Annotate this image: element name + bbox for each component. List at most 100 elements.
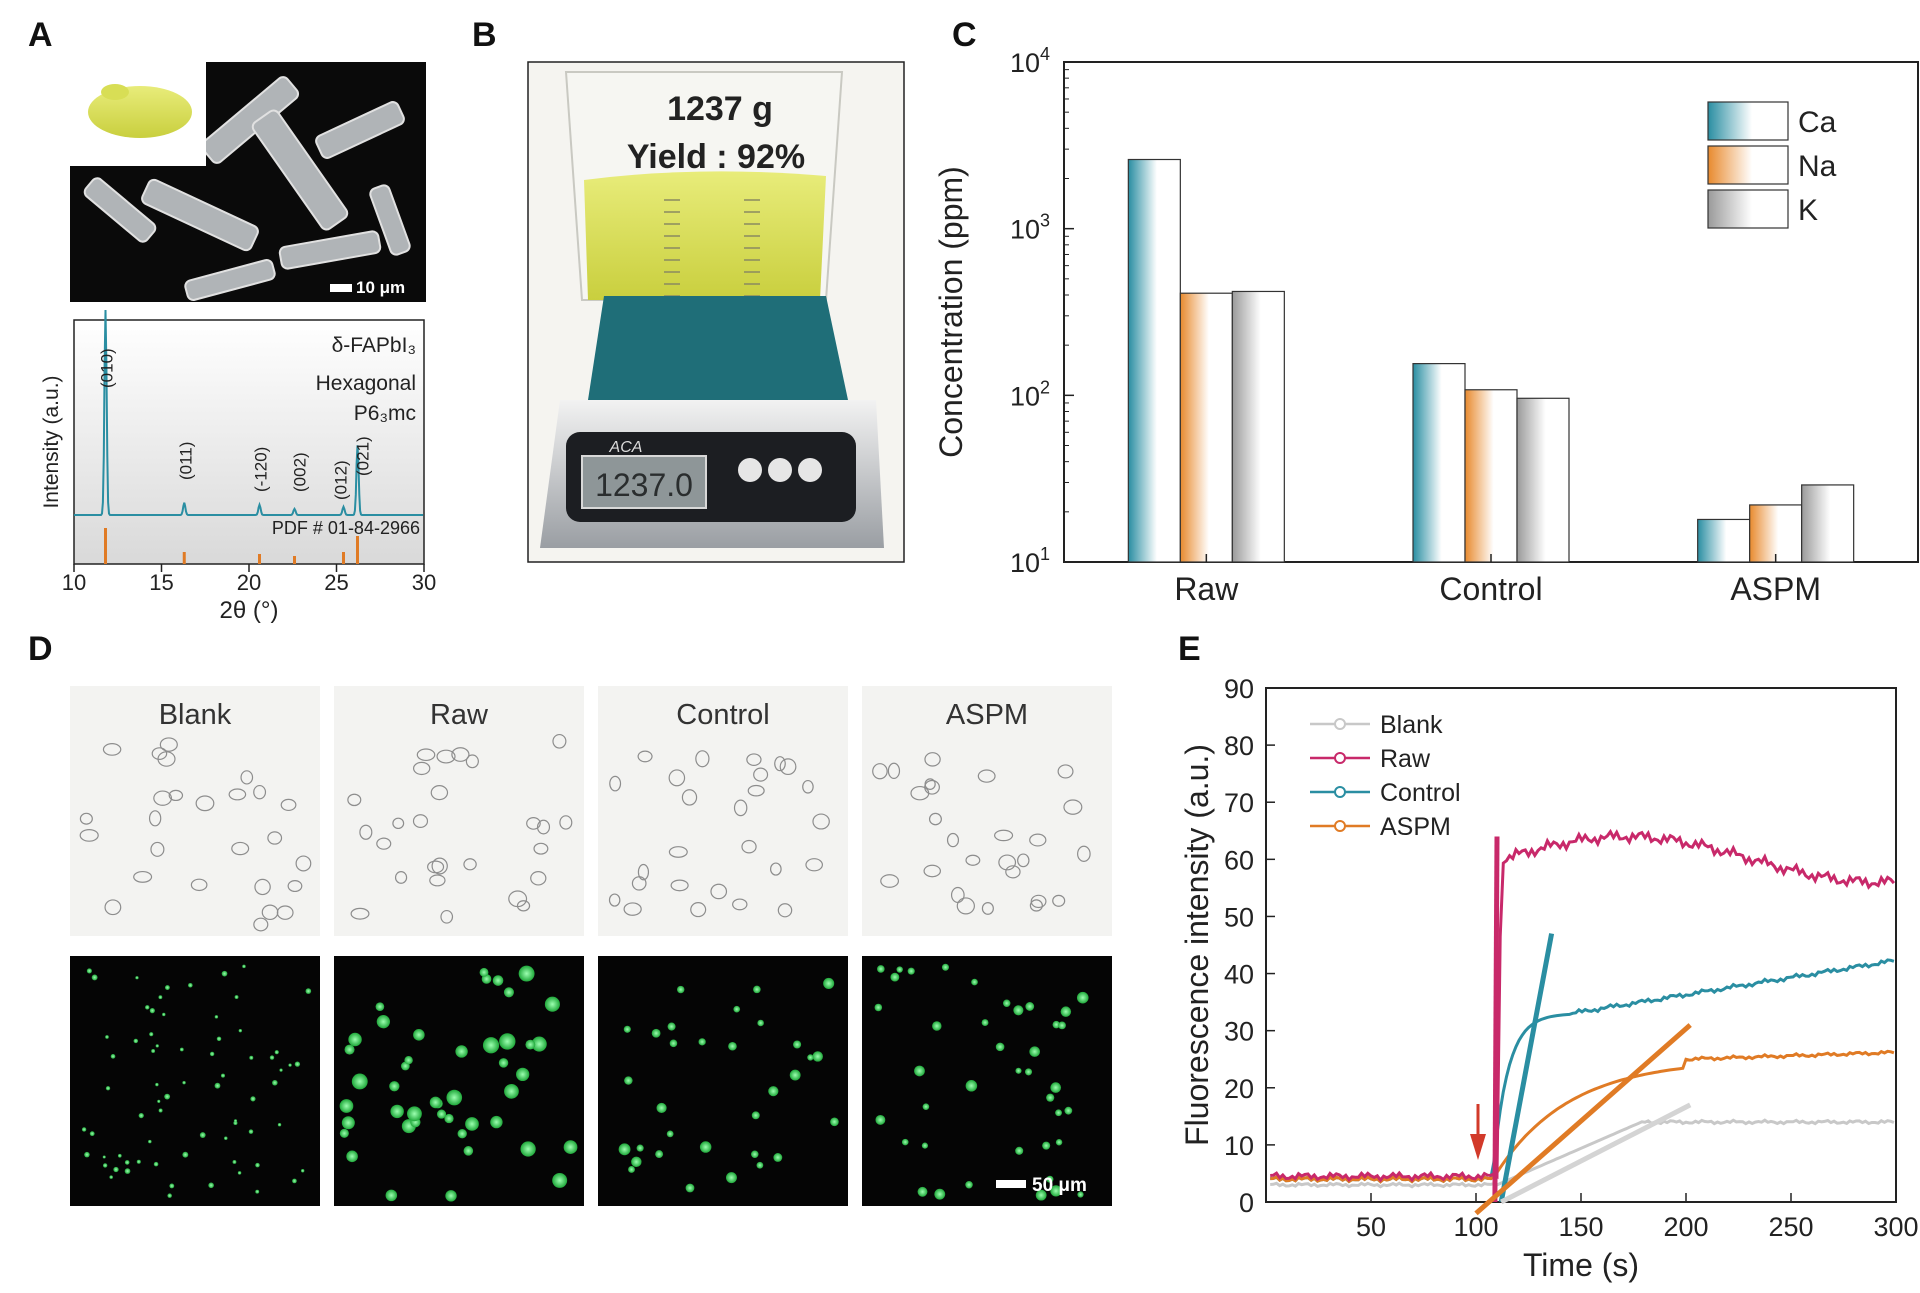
legend-label-raw: Raw [1380,745,1431,773]
brightfield-cell [670,879,689,892]
brightfield-cell [436,749,456,764]
fluorescent-cell [162,1012,166,1017]
xrd-peak-label: (021) [354,436,373,476]
brightfield-cell [350,907,370,920]
fluorescent-cell [149,1032,154,1037]
sem-crystal-rod [369,184,411,256]
brightfield-cell [168,789,184,802]
fit-line-blank [1500,1102,1692,1205]
fluorescent-cell [221,970,228,977]
fluorescent-cell [109,1175,113,1179]
fluorescent-cell [875,1114,886,1125]
fluorescent-cell [105,1086,111,1091]
fluorescent-cell [733,1005,741,1013]
fluorescence-image [70,956,320,1206]
xrd-xlabel: 2θ (°) [220,597,279,624]
fluorescent-cell [89,1131,95,1137]
fit-line-raw [1492,836,1500,1203]
brightfield-cell [153,790,173,806]
fluorescent-cell [789,1069,801,1081]
fluorescent-cell [429,1096,442,1109]
brightfield-cell [608,893,621,907]
fluorescent-cell [922,1103,930,1110]
fluorescent-cell [105,1035,109,1039]
xrd-xtick-label: 10 [62,570,86,595]
brightfield-cell [956,897,975,915]
chart-c-ytick-label: 101 [1010,544,1050,578]
brightfield-cell [746,753,762,766]
fluorescent-cell [136,1159,141,1164]
panel-label-b: B [472,16,497,54]
brightfield-cell [392,817,405,830]
fluorescence-image [334,956,584,1206]
fluorescent-cell [346,1150,358,1163]
chart-e-xtick-label: 200 [1663,1212,1708,1242]
fluorescent-cell [164,985,170,990]
chart-c-ytick-label: 103 [1010,211,1050,245]
chart-c-ylabel: Concentration (ppm) [933,166,969,458]
brightfield-cell [779,758,797,776]
brightfield-cell [609,775,622,792]
brightfield-cell [295,855,312,872]
brightfield-cell [965,854,981,866]
fluorescent-cell [255,1162,260,1168]
brightfield-cell [998,854,1017,871]
fluorescent-cell [1077,1191,1084,1198]
fluorescent-cell [242,964,246,969]
brightfield-cell [195,795,215,812]
fluorescent-cell [91,974,98,981]
chart-c-category-label: ASPM [1730,571,1821,607]
fluorescent-cell [86,968,92,974]
brightfield-cell [150,841,165,857]
brightfield-cell [347,793,362,807]
fluorescent-cell [436,1109,447,1119]
chart-e-xtick-label: 250 [1768,1212,1813,1242]
brightfield-cell [1029,899,1043,912]
fluorescent-cell [274,1050,279,1055]
fluorescent-cell [463,1146,474,1156]
chart-e-xtick-label: 100 [1453,1212,1498,1242]
fluorescent-cell [685,1183,695,1193]
fluorescent-cell [344,1044,355,1055]
sem-image: 10 μm [70,62,426,302]
brightfield-cell [463,858,477,871]
xrd-xtick-label: 30 [412,570,436,595]
fluorescent-cell [234,995,239,1000]
fluorescent-cell [525,1039,536,1050]
fluorescent-cell [1035,1189,1047,1201]
fluorescent-cell [351,1073,368,1090]
bar-na-aspm [1749,504,1803,563]
fluorescent-cell [503,987,514,998]
brightfield-cell [1063,799,1083,815]
brightfield-cell [732,898,748,911]
fluorescent-cell [390,1104,404,1119]
fluorescent-cell [376,1015,391,1029]
brightfield-cell [559,815,573,830]
xrd-space-group: P6₃mc [354,402,416,425]
legend-label-k: K [1798,194,1818,227]
fluorescent-cell [199,1132,206,1138]
fluorescent-cell [348,1032,362,1047]
brightfield-cell [104,899,122,916]
fluorescent-cell [965,1080,978,1092]
fluorescent-cell [751,1150,759,1159]
brightfield-cell [924,752,941,767]
fluorescent-cell [728,1041,737,1051]
fluorescent-cell [272,1079,278,1086]
fluorescent-cell [669,1039,678,1048]
fluorescent-cell [124,1168,131,1174]
brightfield-cell [977,769,996,783]
fluorescent-cell [157,1099,161,1103]
fluorescent-cell [753,985,761,994]
fluorescent-cell [188,982,193,988]
fluorescent-cell [407,1106,422,1122]
fluorescent-cell [773,1153,783,1162]
brightfield-cell [1057,764,1074,779]
brightfield-cell [695,750,710,768]
fluorescent-cell [269,1055,275,1060]
fluorescent-cell [457,1129,467,1139]
brightfield-cell [812,813,830,830]
brightfield-cell [102,743,122,756]
brightfield-image [70,686,320,936]
legend-label-na: Na [1798,150,1837,183]
